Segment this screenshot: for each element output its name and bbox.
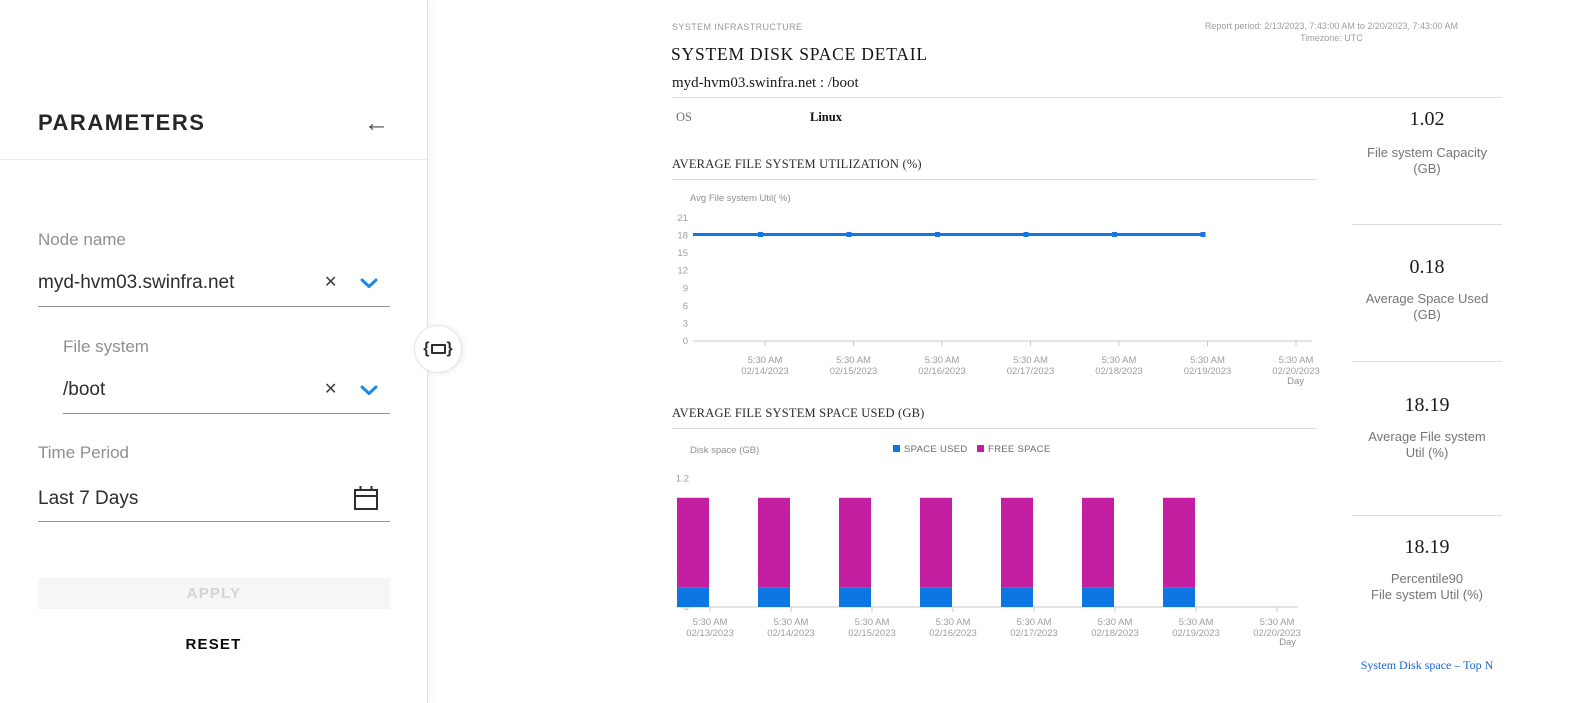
svg-text:02/18/2023: 02/18/2023 [1095,366,1143,377]
svg-text:5:30 AM: 5:30 AM [1017,617,1052,628]
top-n-report-link[interactable]: System Disk space – Top N [1360,658,1494,672]
time-period-input[interactable]: Last 7 Days [38,488,139,509]
file-system-clear-icon[interactable]: ✕ [324,381,338,398]
svg-text:Avg File system Util( %): Avg File system Util( %) [690,193,791,204]
svg-text:3: 3 [683,318,688,329]
svg-text:5:30 AM: 5:30 AM [774,617,809,628]
svg-text:5:30 AM: 5:30 AM [1013,355,1048,366]
calendar-icon[interactable] [352,484,380,512]
header-divider [672,97,1502,98]
svg-text:02/13/2023: 02/13/2023 [686,628,734,639]
svg-text:9: 9 [683,283,688,294]
os-value: Linux [810,110,842,124]
sidebar-resize-handle[interactable]: {} [414,325,462,373]
time-period-label: Time Period [38,443,130,462]
svg-text:5:30 AM: 5:30 AM [693,617,728,628]
svg-text:5:30 AM: 5:30 AM [836,355,871,366]
svg-text:02/17/2023: 02/17/2023 [1007,366,1055,377]
svg-text:5:30 AM: 5:30 AM [1098,617,1133,628]
file-system-label: File system [63,337,149,356]
svg-text:02/15/2023: 02/15/2023 [848,628,896,639]
svg-text:0: 0 [683,336,688,347]
metric-avg-space-value: 0.18 [1409,256,1445,278]
file-system-underline [63,413,390,414]
svg-text:5:30 AM: 5:30 AM [1179,617,1214,628]
metric-avg-util-label: Average File system Util (%) [1368,429,1486,460]
svg-text:02/15/2023: 02/15/2023 [830,366,878,377]
reset-button[interactable]: RESET [185,636,242,653]
svg-text:02/14/2023: 02/14/2023 [767,628,815,639]
svg-text:6: 6 [683,301,688,312]
metric-percentile90-value: 18.19 [1404,536,1450,558]
svg-text:5:30 AM: 5:30 AM [1190,355,1225,366]
node-name-clear-icon[interactable]: ✕ [324,274,338,291]
svg-text:5:30 AM: 5:30 AM [1260,617,1295,628]
svg-text:02/18/2023: 02/18/2023 [1091,628,1139,639]
parameters-sidebar: PARAMETERS ← Node name myd-hvm03.swinfra… [0,0,428,703]
svg-text:18: 18 [677,231,688,242]
svg-text:12: 12 [677,266,688,277]
utilization-chart-title: AVERAGE FILE SYSTEM UTILIZATION (%) [672,157,1317,180]
report-period-text: Report period: 2/13/2023, 7:43:00 AM to … [1204,21,1458,31]
svg-text:5:30 AM: 5:30 AM [925,355,960,366]
svg-text:02/20/2023: 02/20/2023 [1253,628,1301,639]
space-used-bar-chart: Disk space (GB)1.205:30 AM02/13/20235:30… [676,444,1301,648]
svg-text:5:30 AM: 5:30 AM [855,617,890,628]
svg-text:15: 15 [677,248,688,259]
collapse-sidebar-arrow-icon[interactable]: ← [364,109,389,137]
resize-handle-icon: { [423,340,430,357]
svg-text:02/19/2023: 02/19/2023 [1172,628,1220,639]
node-name-label: Node name [38,230,126,249]
page-title: SYSTEM DISK SPACE DETAIL [671,44,928,64]
svg-text:Disk space (GB): Disk space (GB) [690,445,759,456]
svg-text:Day: Day [1287,376,1304,387]
svg-text:1.2: 1.2 [676,474,689,485]
report-timezone-text: Timezone: UTC [1300,33,1363,43]
utilization-line-chart: Avg File system Util( %)21 18 15 12 9 6 3 0 5:30… [677,193,1320,387]
metric-separator [1352,515,1502,516]
metric-percentile90-label: Percentile90 File system Util (%) [1371,571,1483,602]
file-system-chevron-down-icon[interactable] [360,385,378,396]
metric-capacity-label: File system Capacity (GB) [1367,145,1487,176]
node-name-input[interactable]: myd-hvm03.swinfra.net [38,272,235,293]
os-label: OS [676,110,692,124]
svg-text:5:30 AM: 5:30 AM [1102,355,1137,366]
space-used-chart-title: AVERAGE FILE SYSTEM SPACE USED (GB) [672,406,1317,429]
svg-text:5:30 AM: 5:30 AM [748,355,783,366]
sidebar-divider [0,159,427,160]
metric-capacity-value: 1.02 [1409,108,1445,130]
report-eyebrow: SYSTEM INFRASTRUCTURE [672,22,803,32]
svg-text:Day: Day [1279,637,1296,648]
svg-text:SPACE USED: SPACE USED [904,444,968,455]
svg-text:02/14/2023: 02/14/2023 [741,366,789,377]
file-system-input[interactable]: /boot [63,379,106,400]
svg-text:02/19/2023: 02/19/2023 [1184,366,1232,377]
svg-text:FREE SPACE: FREE SPACE [988,444,1050,455]
node-name-underline [38,306,390,307]
svg-text:5:30 AM: 5:30 AM [1279,355,1314,366]
svg-text:02/16/2023: 02/16/2023 [918,366,966,377]
svg-text:02/16/2023: 02/16/2023 [929,628,977,639]
metric-avg-space-label: Average Space Used (GB) [1365,291,1489,322]
svg-text:02/17/2023: 02/17/2023 [1010,628,1058,639]
svg-text:21: 21 [677,213,688,224]
metric-separator [1352,224,1502,225]
time-period-underline [38,521,390,522]
node-name-chevron-down-icon[interactable] [360,278,378,289]
apply-button[interactable]: APPLY [38,578,390,609]
svg-text:5:30 AM: 5:30 AM [936,617,971,628]
sidebar-title: PARAMETERS [38,110,206,135]
page-subtitle: myd-hvm03.swinfra.net : /boot [672,75,859,91]
metric-separator [1352,361,1502,362]
svg-text:02/20/2023: 02/20/2023 [1272,366,1320,377]
metric-avg-util-value: 18.19 [1404,394,1450,416]
report-period-block: Report period: 2/13/2023, 7:43:00 AM to … [1205,20,1458,44]
